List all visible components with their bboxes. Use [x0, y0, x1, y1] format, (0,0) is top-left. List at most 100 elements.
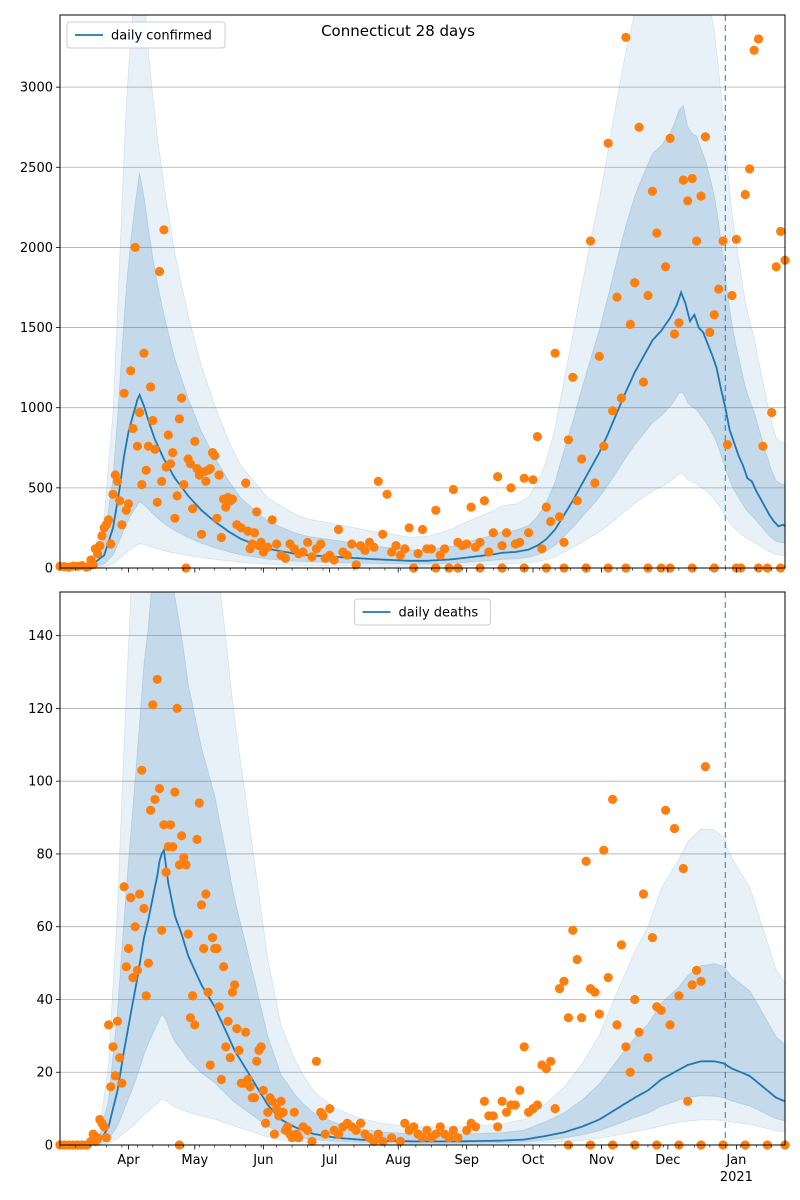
data-point: [572, 496, 582, 506]
data-point: [351, 1125, 361, 1135]
y-tick-label: 100: [28, 775, 53, 790]
x-tick-label: Jul: [321, 1153, 338, 1168]
data-point: [532, 1100, 543, 1110]
data-point: [532, 432, 543, 442]
data-point: [347, 539, 357, 549]
data-point: [647, 186, 658, 196]
data-point: [333, 1129, 344, 1139]
data-point: [139, 348, 149, 358]
data-point: [221, 502, 231, 512]
y-tick-label: 40: [36, 993, 53, 1008]
y-tick-label: 80: [36, 847, 53, 862]
data-point: [152, 674, 162, 684]
data-point: [234, 1045, 244, 1055]
data-point: [123, 943, 134, 954]
data-point: [117, 520, 127, 530]
data-point: [387, 547, 397, 557]
data-point: [154, 266, 165, 277]
data-point: [188, 504, 198, 514]
data-point: [137, 480, 147, 490]
deaths-panel: 0 20 40 60 80 100 120 140 Apr May Jun Jul Aug Sep Oct N…: [28, 591, 790, 1185]
data-point: [214, 1002, 224, 1012]
data-point: [119, 388, 129, 398]
x-tick-label: Dec: [655, 1153, 680, 1168]
x-year-label: 2021: [720, 1170, 753, 1185]
data-point: [714, 284, 724, 294]
confirmed-panel: 0 500 1000 1500 2000 2500 3000 daily confirmed: [20, 14, 790, 577]
legend: daily deaths: [354, 598, 491, 626]
data-point: [546, 516, 556, 527]
data-point: [422, 1125, 432, 1135]
data-point: [550, 348, 560, 358]
data-point: [194, 798, 204, 808]
data-point: [621, 1042, 631, 1052]
data-point: [519, 473, 529, 483]
data-point: [616, 940, 627, 950]
data-point: [524, 528, 534, 538]
data-point: [515, 1085, 525, 1095]
data-point: [608, 794, 618, 805]
data-point: [356, 1118, 366, 1128]
data-point: [342, 550, 352, 560]
data-point: [132, 965, 142, 976]
data-point: [307, 552, 317, 562]
data-point: [207, 933, 218, 943]
data-point: [201, 476, 211, 486]
legend-label: daily deaths: [399, 606, 479, 621]
data-point: [276, 1096, 286, 1106]
data-point: [413, 549, 423, 559]
data-point: [174, 414, 184, 424]
data-point: [577, 454, 587, 464]
data-point: [104, 515, 114, 525]
data-point: [163, 430, 173, 440]
legend: daily confirmed: [66, 21, 226, 49]
chart-title: Connecticut 28 days: [321, 22, 475, 40]
data-point: [687, 173, 697, 184]
data-point: [318, 1111, 328, 1121]
data-point: [625, 319, 635, 329]
data-point: [303, 1125, 313, 1135]
data-point: [497, 541, 507, 551]
data-point: [661, 262, 671, 272]
data-point: [448, 1125, 458, 1135]
data-point: [705, 327, 715, 337]
data-point: [661, 805, 671, 815]
data-point: [497, 1096, 507, 1106]
data-point: [258, 1085, 268, 1095]
data-point: [674, 991, 684, 1001]
data-point: [612, 1020, 622, 1030]
data-point: [426, 544, 436, 554]
data-point: [126, 366, 136, 376]
data-point: [174, 860, 184, 870]
data-point: [205, 1060, 215, 1070]
data-point: [333, 524, 344, 535]
data-point: [771, 262, 781, 272]
data-point: [93, 1133, 103, 1143]
data-point: [128, 423, 138, 434]
data-point: [196, 529, 207, 539]
data-point: [395, 550, 405, 560]
data-point: [135, 407, 145, 418]
data-point: [170, 787, 180, 797]
data-point: [501, 1107, 512, 1117]
data-point: [493, 472, 503, 482]
data-point: [462, 539, 472, 549]
data-point: [417, 1133, 428, 1143]
data-point: [674, 318, 684, 328]
data-point: [289, 1107, 299, 1117]
data-point: [537, 544, 547, 554]
data-point: [135, 889, 145, 899]
data-point: [369, 1136, 379, 1146]
data-point: [727, 290, 737, 301]
data-point: [391, 541, 401, 551]
data-point: [320, 1129, 330, 1139]
data-point: [678, 175, 688, 185]
data-point: [280, 553, 291, 564]
data-point: [501, 528, 512, 538]
data-point: [634, 1027, 644, 1037]
data-point: [577, 1013, 587, 1023]
data-point: [190, 1020, 200, 1030]
y-tick-label: 60: [36, 920, 53, 935]
data-point: [515, 537, 525, 548]
y-tick-label: 120: [28, 702, 53, 717]
